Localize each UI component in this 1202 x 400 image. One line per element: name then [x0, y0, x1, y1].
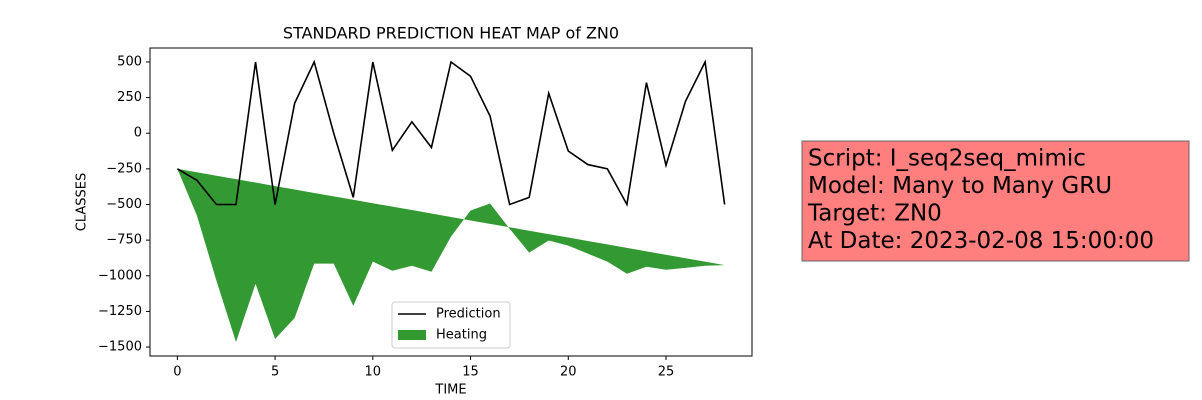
plot-frame [149, 47, 753, 357]
x-tick-label: 0 [173, 365, 181, 380]
x-tick-label: 10 [365, 365, 382, 380]
heating-area [177, 168, 725, 343]
chart-title: STANDARD PREDICTION HEAT MAP of ZN0 [283, 24, 619, 43]
legend-label: Heating [436, 328, 487, 343]
y-tick-label: −250 [106, 161, 142, 176]
x-axis-label: TIME [434, 383, 466, 398]
x-tick-label: 5 [271, 365, 279, 380]
annotation-line: Script: I_seq2seq_mimic [808, 146, 1086, 172]
y-tick-label: −1500 [98, 340, 142, 355]
legend-swatch [398, 330, 426, 340]
y-tick-label: 500 [117, 54, 142, 69]
y-tick-label: −1250 [98, 304, 142, 319]
y-tick-label: 250 [117, 90, 142, 105]
annotation-line: Target: ZN0 [807, 201, 942, 227]
x-tick-label: 25 [658, 365, 675, 380]
x-tick-label: 15 [462, 365, 479, 380]
legend-label: Prediction [436, 307, 501, 322]
y-axis-label: CLASSES [75, 173, 90, 231]
y-tick-label: −750 [106, 233, 142, 248]
y-tick-label: −1000 [98, 268, 142, 283]
annotation-box [801, 140, 1190, 262]
annotation-line: Model: Many to Many GRU [808, 173, 1112, 199]
x-tick-label: 20 [560, 365, 577, 380]
annotation-line: At Date: 2023-02-08 15:00:00 [808, 228, 1154, 254]
y-tick-label: 0 [134, 126, 142, 141]
prediction-line [176, 59, 726, 207]
y-tick-label: −500 [106, 197, 142, 212]
